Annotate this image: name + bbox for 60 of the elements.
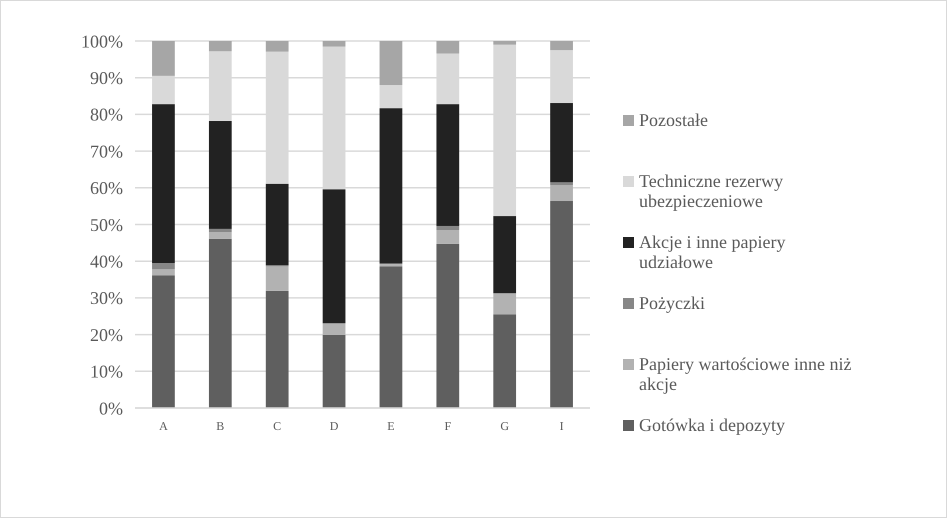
y-tick-label: 10% [90, 362, 123, 382]
y-tick-label: 0% [99, 398, 123, 418]
bar [208, 228, 232, 232]
bar [208, 41, 232, 52]
bar [550, 185, 573, 202]
bar [322, 324, 346, 335]
x-tick-label: I [560, 419, 564, 433]
x-tick-label: A [159, 419, 168, 433]
legend-label: Gotówka i depozyty [639, 415, 785, 435]
bar [493, 216, 516, 294]
bar [380, 266, 402, 408]
bar [380, 41, 402, 86]
y-tick-label: 100% [81, 31, 123, 52]
legend-label: Pożyczki [639, 293, 705, 313]
y-tick-label: 50% [90, 214, 123, 235]
legend-label: Akcje i inne papiery udziałowe [639, 232, 786, 272]
bar [266, 266, 289, 291]
legend-label: Pozostałe [639, 110, 708, 130]
y-tick-label: 20% [90, 324, 123, 345]
bar [266, 290, 289, 408]
legend-label: Techniczne rezerwy ubezpieczeniowe [639, 171, 784, 211]
bar [208, 121, 232, 229]
bar [266, 184, 289, 266]
bar [436, 41, 460, 54]
y-tick-label: 30% [90, 288, 123, 308]
x-tick-label: D [330, 419, 339, 433]
bar [152, 276, 175, 408]
bar [493, 293, 516, 314]
x-tick-label: B [216, 419, 224, 433]
bar [550, 103, 573, 182]
bar [436, 230, 460, 244]
x-tick-label: C [273, 419, 282, 433]
bar [152, 104, 175, 264]
y-tick-label: 40% [90, 252, 123, 272]
bar [322, 334, 346, 408]
y-tick-label: 80% [90, 104, 123, 125]
legend-label: Papiery wartościowe inne niż akcje [639, 354, 852, 394]
bar [436, 244, 460, 408]
bar [208, 238, 232, 408]
bar [436, 104, 460, 226]
bar [493, 41, 516, 45]
bar [436, 226, 460, 230]
y-tick-label: 60% [90, 178, 123, 198]
bar [322, 189, 346, 324]
x-tick-label: F [444, 419, 452, 433]
bar [322, 41, 346, 47]
y-tick-label: 70% [90, 141, 123, 162]
bar [152, 263, 175, 270]
y-tick-label: 90% [90, 68, 123, 88]
bar [266, 41, 289, 52]
bar [152, 41, 175, 76]
bar [380, 108, 402, 264]
x-tick-label: G [500, 419, 510, 433]
bar [380, 85, 402, 108]
x-tick-label: E [387, 419, 395, 433]
bar [550, 201, 573, 408]
bar [550, 41, 573, 50]
bar [152, 269, 175, 276]
bar [208, 232, 232, 239]
bar [493, 314, 516, 408]
